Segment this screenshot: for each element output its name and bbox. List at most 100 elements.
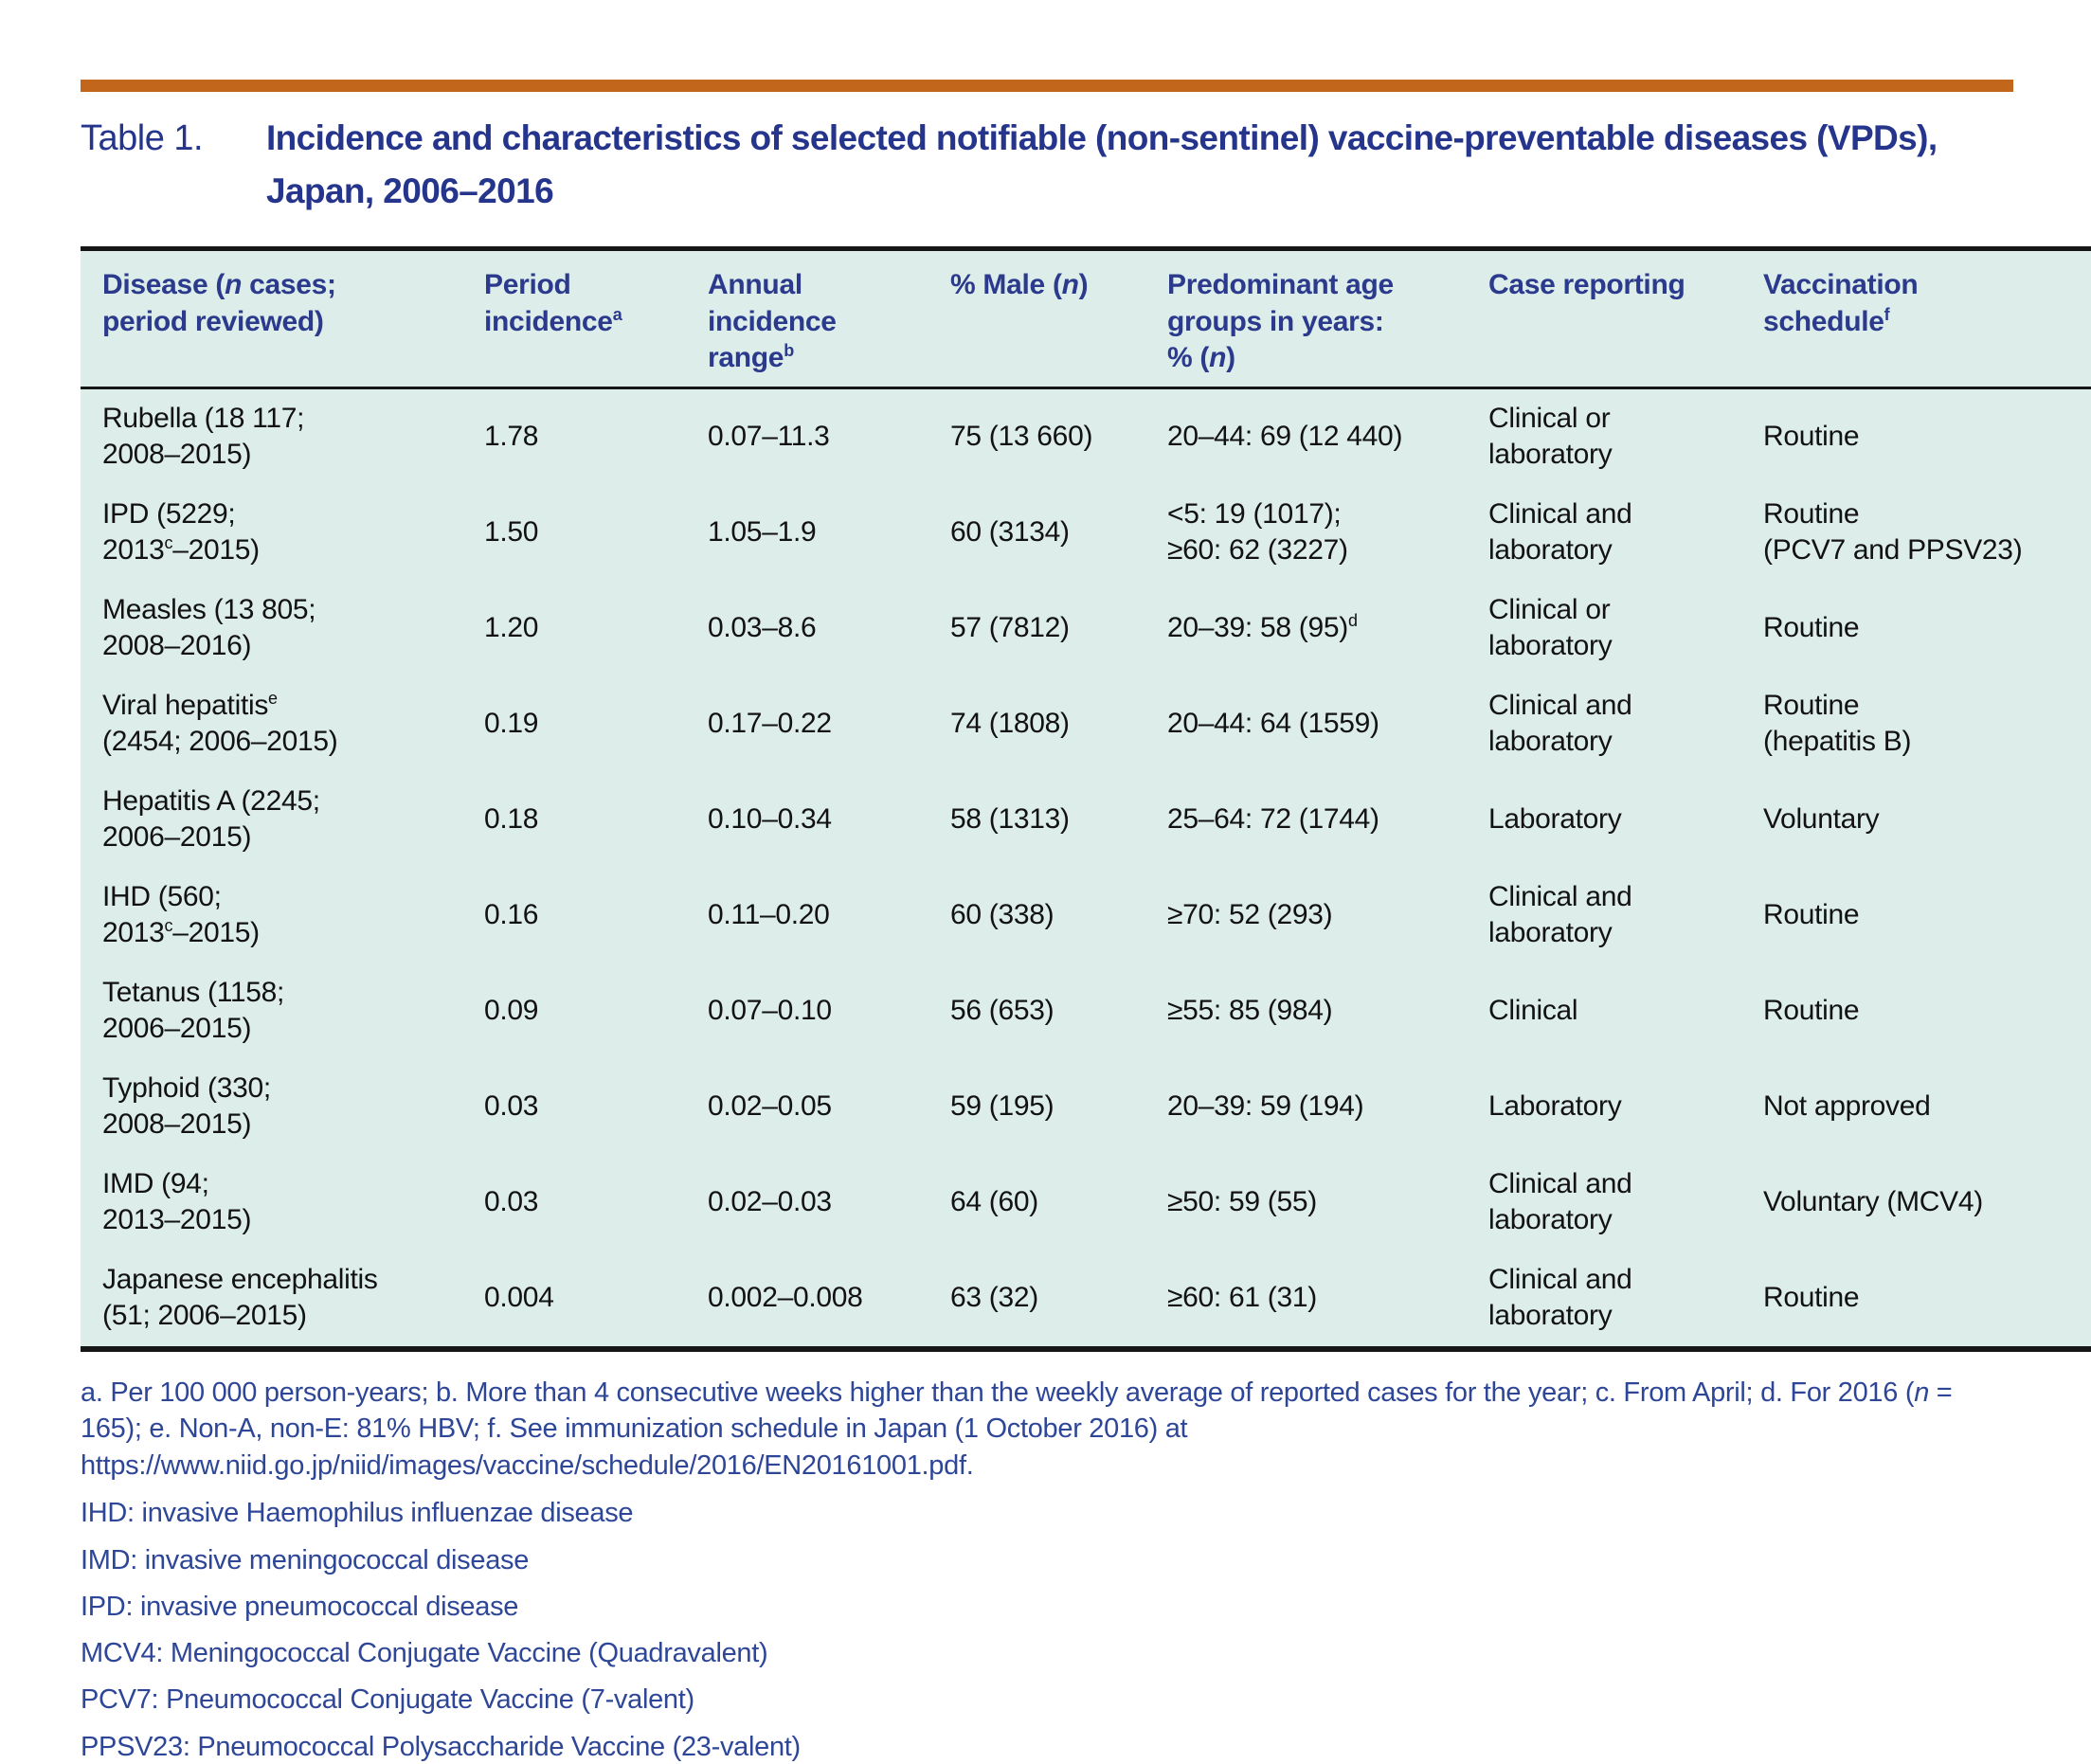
cell-disease: Measles (13 805; 2008–2016)	[102, 593, 316, 662]
table-caption: Table 1. Incidence and characteristics o…	[81, 112, 2013, 218]
cell-vaccination: Routine	[1763, 421, 1860, 453]
cell-case_reporting: Clinical and laboratory	[1488, 497, 1632, 567]
cell-case_reporting: Laboratory	[1488, 803, 1622, 836]
cell-vaccination: Routine (PCV7 and PPSV23)	[1763, 497, 2023, 567]
table-row: Typhoid (330; 2008–2015) 0.03 0.02–0.05 59 (…	[81, 1059, 2091, 1155]
cell-age_groups: ≥60: 61 (31)	[1167, 1282, 1317, 1314]
cell-period_incidence: 0.004	[484, 1282, 554, 1314]
cell-disease: IPD (5229; 2013c–2015)	[102, 497, 260, 567]
cell-age_groups: 25–64: 72 (1744)	[1167, 803, 1379, 836]
abbreviation-item-imd: IMD: invasive meningococcal disease	[81, 1544, 530, 1575]
table-row: Rubella (18 117; 2008–2015) 1.78 0.07–11.3 7…	[81, 387, 2091, 485]
abbreviation-item-ppsv23: PPSV23: Pneumococcal Polysaccharide Vacc…	[81, 1731, 801, 1762]
cell-disease: Typhoid (330; 2008–2015)	[102, 1071, 271, 1141]
cell-case_reporting: Clinical	[1488, 995, 1578, 1027]
cell-period_incidence: 0.18	[484, 803, 539, 836]
header-row: Disease (n cases; period reviewed) Period i…	[81, 248, 2091, 389]
table-row: IMD (94; 2013–2015) 0.03 0.02–0.03 64 (60) ≥5…	[81, 1155, 2091, 1251]
footnote-paragraph: a. Per 100 000 person-years; b. More tha…	[81, 1377, 1953, 1481]
cell-annual_range: 0.07–0.10	[708, 995, 832, 1027]
table-row: IPD (5229; 2013c–2015) 1.50 1.05–1.9 60 (313…	[81, 485, 2091, 581]
cell-period_incidence: 1.20	[484, 612, 539, 644]
cell-vaccination: Routine	[1763, 1282, 1860, 1314]
cell-period_incidence: 0.03	[484, 1186, 539, 1218]
cell-disease: Tetanus (1158; 2006–2015)	[102, 976, 285, 1045]
table-row: Tetanus (1158; 2006–2015) 0.09 0.07–0.10 56 …	[81, 963, 2091, 1059]
cell-disease: Viral hepatitise (2454; 2006–2015)	[102, 688, 338, 758]
cell-age_groups: ≥55: 85 (984)	[1167, 995, 1333, 1027]
cell-case_reporting: Clinical and laboratory	[1488, 1263, 1632, 1332]
cell-annual_range: 0.03–8.6	[708, 612, 817, 644]
column-header-period_incidence: Period incidencea	[484, 248, 708, 389]
cell-period_incidence: 1.50	[484, 516, 539, 549]
cell-pct_male: 60 (3134)	[950, 516, 1070, 549]
cell-annual_range: 0.11–0.20	[708, 899, 830, 931]
cell-pct_male: 58 (1313)	[950, 803, 1070, 836]
abbreviation-list: IHD: invasive Haemophilus influenzae dis…	[81, 1496, 2013, 1764]
column-header-case_reporting: Case reporting	[1488, 248, 1763, 389]
abbreviation-item-mcv4: MCV4: Meningococcal Conjugate Vaccine (Q…	[81, 1638, 768, 1669]
cell-case_reporting: Clinical and laboratory	[1488, 1167, 1632, 1236]
abbreviation-item-pcv7: PCV7: Pneumococcal Conjugate Vaccine (7-…	[81, 1684, 694, 1716]
table-row: Japanese encephalitis (51; 2006–2015) 0.00…	[81, 1251, 2091, 1349]
cell-disease: Hepatitis A (2245; 2006–2015)	[102, 784, 320, 854]
cell-disease: Japanese encephalitis (51; 2006–2015)	[102, 1263, 378, 1332]
column-header-vaccination: Vaccination schedulef	[1763, 248, 2091, 389]
column-header-age_groups: Predominant age groups in years:% (n)	[1167, 248, 1488, 389]
cell-pct_male: 63 (32)	[950, 1282, 1038, 1314]
cell-pct_male: 59 (195)	[950, 1090, 1055, 1123]
cell-period_incidence: 0.19	[484, 708, 539, 740]
cell-age_groups: 20–39: 59 (194)	[1167, 1090, 1364, 1123]
accent-rule	[81, 80, 2013, 92]
cell-age_groups: 20–39: 58 (95)d	[1167, 611, 1358, 644]
table-row: Viral hepatitise (2454; 2006–2015) 0.19 0.1…	[81, 676, 2091, 772]
cell-pct_male: 57 (7812)	[950, 612, 1070, 644]
cell-annual_range: 0.10–0.34	[708, 803, 832, 836]
column-header-disease: Disease (n cases; period reviewed)	[81, 248, 484, 389]
cell-pct_male: 56 (653)	[950, 995, 1055, 1027]
cell-pct_male: 64 (60)	[950, 1186, 1038, 1218]
page: Table 1. Incidence and characteristics o…	[81, 80, 2091, 1764]
cell-vaccination: Routine	[1763, 612, 1860, 644]
cell-disease: IMD (94; 2013–2015)	[102, 1167, 252, 1236]
cell-annual_range: 1.05–1.9	[708, 516, 817, 549]
cell-age_groups: ≥70: 52 (293)	[1167, 899, 1333, 931]
cell-annual_range: 0.17–0.22	[708, 708, 832, 740]
cell-case_reporting: Clinical or laboratory	[1488, 402, 1613, 471]
cell-annual_range: 0.07–11.3	[708, 421, 830, 453]
cell-vaccination: Not approved	[1763, 1090, 1931, 1123]
cell-vaccination: Voluntary (MCV4)	[1763, 1186, 1983, 1218]
cell-period_incidence: 0.03	[484, 1090, 539, 1123]
cell-disease: Rubella (18 117; 2008–2015)	[102, 402, 305, 471]
cell-age_groups: 20–44: 64 (1559)	[1167, 708, 1379, 740]
cell-period_incidence: 1.78	[484, 421, 539, 453]
cell-vaccination: Routine (hepatitis B)	[1763, 689, 1912, 758]
cell-pct_male: 75 (13 660)	[950, 421, 1093, 453]
cell-case_reporting: Clinical and laboratory	[1488, 880, 1632, 949]
cell-pct_male: 74 (1808)	[950, 708, 1070, 740]
cell-vaccination: Routine	[1763, 899, 1860, 931]
cell-annual_range: 0.002–0.008	[708, 1282, 863, 1314]
column-header-pct_male: % Male (n)	[950, 248, 1167, 389]
cell-vaccination: Voluntary	[1763, 803, 1880, 836]
table-head: Disease (n cases; period reviewed) Period i…	[81, 248, 2091, 389]
cell-annual_range: 0.02–0.05	[708, 1090, 832, 1123]
cell-pct_male: 60 (338)	[950, 899, 1055, 931]
cell-age_groups: <5: 19 (1017); ≥60: 62 (3227)	[1167, 497, 1348, 567]
cell-case_reporting: Clinical and laboratory	[1488, 689, 1632, 758]
cell-age_groups: ≥50: 59 (55)	[1167, 1186, 1317, 1218]
column-header-annual_range: Annual incidence rangeb	[708, 248, 950, 389]
table-body: Rubella (18 117; 2008–2015) 1.78 0.07–11.3 7…	[81, 387, 2091, 1349]
abbreviation-item-ihd: IHD: invasive Haemophilus influenzae dis…	[81, 1498, 634, 1529]
cell-period_incidence: 0.09	[484, 995, 539, 1027]
cell-case_reporting: Clinical or laboratory	[1488, 593, 1613, 662]
table-number-label: Table 1.	[81, 118, 204, 158]
table-title: Incidence and characteristics of selecte…	[266, 118, 1938, 211]
cell-vaccination: Routine	[1763, 995, 1860, 1027]
abbreviation-item-ipd: IPD: invasive pneumococcal disease	[81, 1591, 519, 1622]
vpd-table: Disease (n cases; period reviewed) Period i…	[81, 246, 2091, 1352]
cell-period_incidence: 0.16	[484, 899, 539, 931]
cell-age_groups: 20–44: 69 (12 440)	[1167, 421, 1403, 453]
cell-annual_range: 0.02–0.03	[708, 1186, 832, 1218]
table-row: IHD (560; 2013c–2015) 0.16 0.11–0.20 60 (338…	[81, 868, 2091, 963]
